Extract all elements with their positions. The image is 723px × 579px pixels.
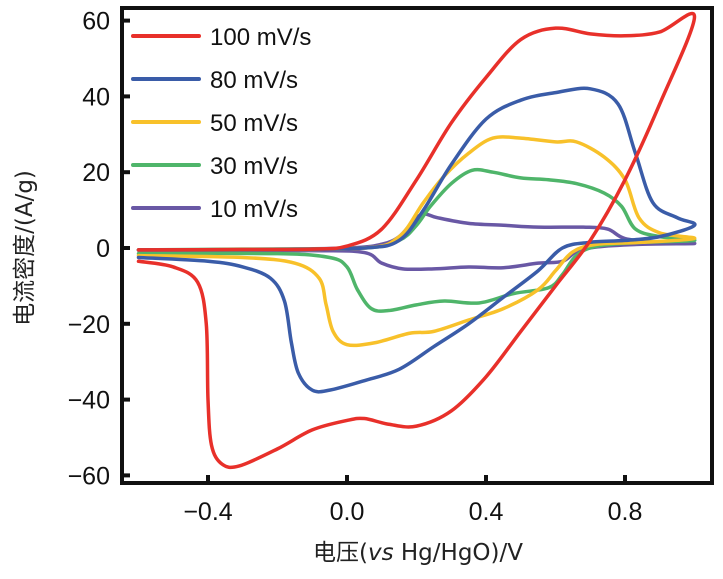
- x-tick-label: 0.4: [469, 498, 504, 526]
- legend-label: 30 mV/s: [210, 153, 298, 180]
- y-tick-label: 20: [82, 159, 110, 187]
- y-tick-label: 60: [82, 8, 110, 36]
- y-tick-label: −40: [68, 387, 110, 415]
- y-tick-label: −20: [68, 311, 110, 339]
- y-tick-label: 0: [96, 235, 110, 263]
- legend-label: 10 mV/s: [210, 196, 298, 223]
- y-axis: −60 −40 −20 0 20 40 60: [68, 8, 130, 490]
- series-100-mv-s: [136, 11, 697, 470]
- x-axis-title: 电压(vs Hg/HgO)/V: [313, 540, 523, 566]
- x-axis-title-vs: vs: [368, 540, 394, 566]
- legend-label: 50 mV/s: [210, 110, 298, 137]
- curves-layer: [136, 11, 697, 470]
- x-axis-title-suffix: Hg/HgO)/V: [394, 540, 524, 566]
- x-tick-label: 0.8: [608, 498, 643, 526]
- y-tick-label: 40: [82, 83, 110, 111]
- y-axis-title: 电流密度/(A/g): [12, 170, 38, 326]
- x-tick-label: 0.0: [330, 498, 365, 526]
- series-80-mv-s: [136, 86, 697, 394]
- legend-label: 80 mV/s: [210, 67, 298, 94]
- legend: 100 mV/s 80 mV/s 50 mV/s 30 mV/s 10 mV/s: [131, 24, 311, 223]
- x-tick-label: −0.4: [183, 498, 232, 526]
- x-axis-title-prefix: 电压(: [313, 540, 368, 566]
- y-tick-label: −60: [68, 462, 110, 490]
- plot-frame: [120, 6, 714, 485]
- x-axis: −0.4 0.0 0.4 0.8: [183, 475, 642, 526]
- legend-label: 100 mV/s: [210, 24, 311, 51]
